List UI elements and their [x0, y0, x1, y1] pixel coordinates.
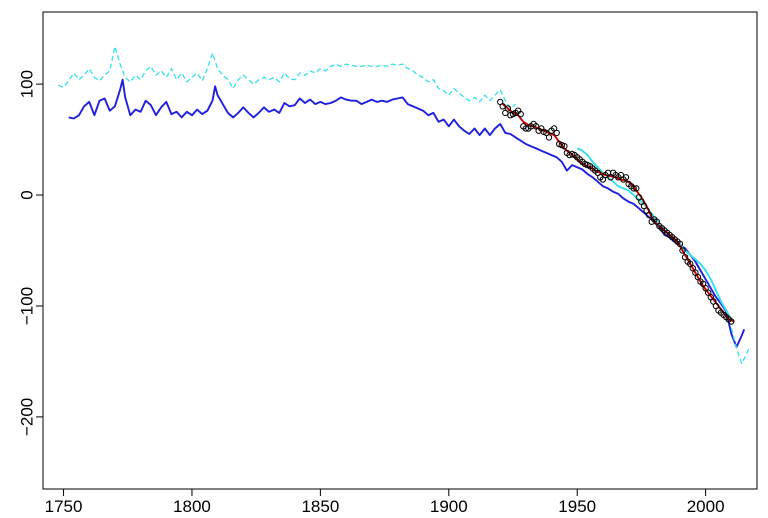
x-tick-label: 1750	[45, 497, 83, 516]
data-point	[676, 240, 684, 248]
data-point	[630, 185, 637, 192]
data-point	[553, 129, 560, 137]
data-point	[522, 125, 529, 132]
data-point	[679, 247, 686, 254]
series-2-line	[730, 328, 750, 365]
series-4-line	[502, 103, 735, 323]
axis-layer: 1750 1800 1850 1900 1950 2000 100 0 −100 −200	[17, 70, 724, 516]
y-tick-label: −100	[17, 287, 36, 325]
data-point	[504, 105, 512, 112]
series-layer	[58, 45, 750, 365]
series-5-points	[497, 98, 735, 325]
y-tick-label: −200	[17, 398, 36, 436]
data-point	[633, 185, 640, 192]
series-0-line	[58, 45, 517, 110]
data-point	[499, 103, 506, 110]
y-tick-label: 100	[17, 70, 36, 98]
y-tick-label: 0	[17, 190, 36, 199]
x-tick-label: 1900	[430, 497, 468, 516]
data-point	[561, 143, 568, 150]
x-tick-label: 2000	[687, 497, 725, 516]
data-point	[545, 134, 553, 141]
x-tick-label: 1850	[301, 497, 339, 516]
data-point	[645, 211, 653, 219]
x-tick-label: 1950	[558, 497, 596, 516]
data-point	[517, 110, 524, 118]
plot-frame	[42, 11, 758, 490]
data-point	[622, 174, 630, 181]
series-3-line	[576, 147, 733, 320]
data-point	[728, 318, 735, 325]
series-1-line	[68, 78, 746, 348]
x-tick-label: 1800	[173, 497, 211, 516]
